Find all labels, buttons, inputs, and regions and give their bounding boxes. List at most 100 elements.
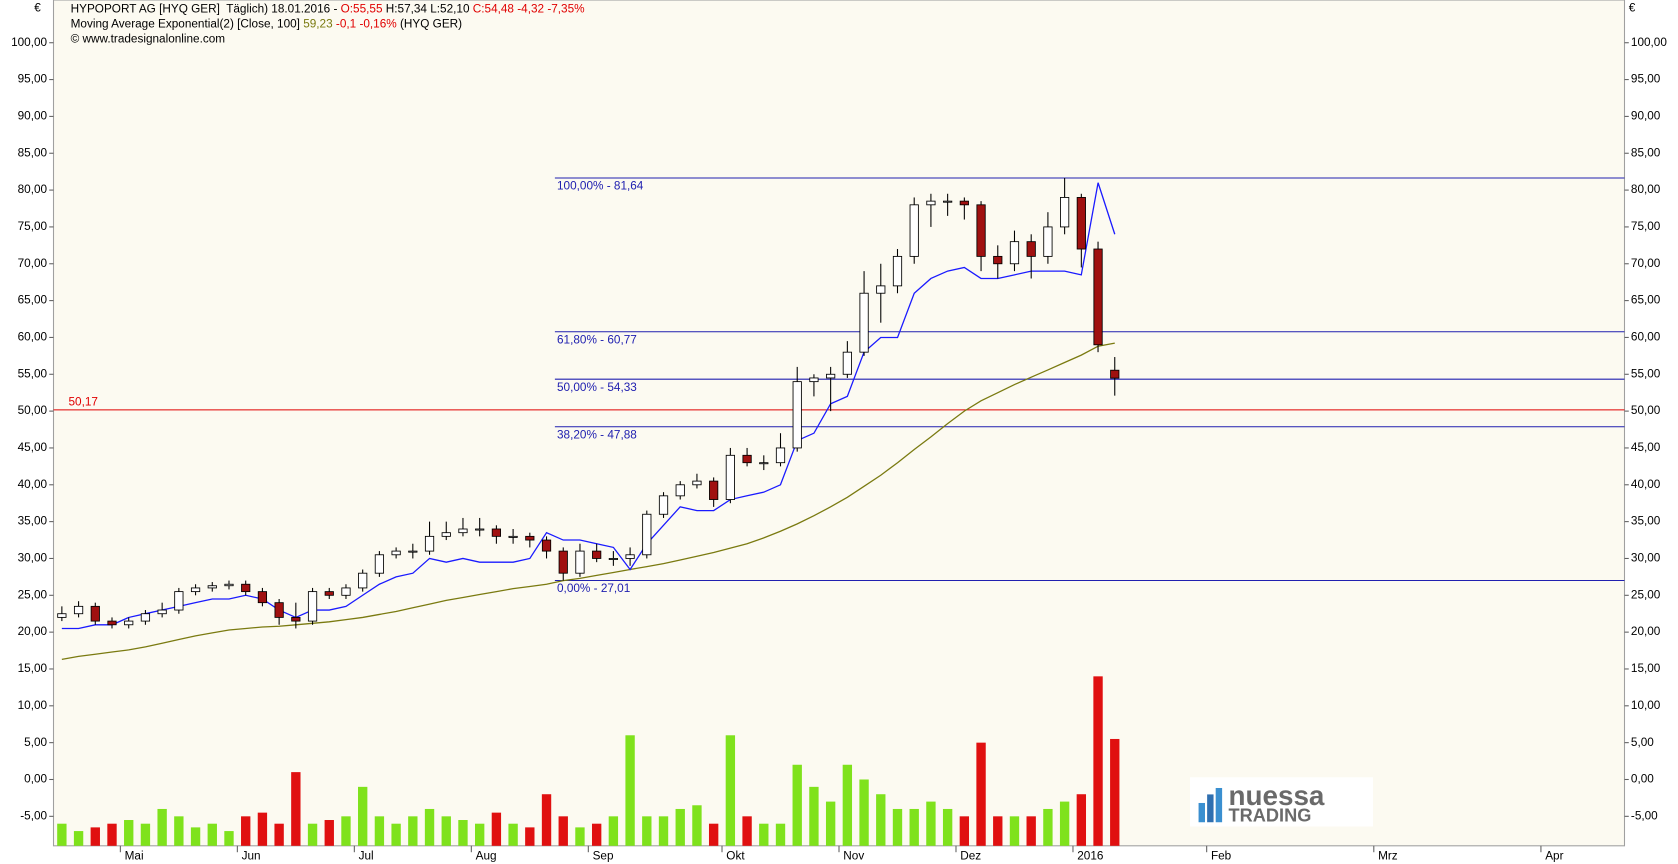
volume-bar bbox=[558, 816, 568, 846]
candle-body bbox=[592, 550, 602, 559]
volume-bar bbox=[892, 808, 903, 846]
volume-bar bbox=[73, 831, 84, 846]
volume-bar bbox=[408, 816, 418, 846]
legend-text: O:55,55 bbox=[341, 3, 383, 16]
candle-body bbox=[257, 591, 268, 604]
candle-body bbox=[291, 616, 301, 622]
volume-bar bbox=[859, 779, 869, 846]
logo-bar bbox=[1215, 787, 1223, 823]
volume-bar bbox=[391, 823, 401, 846]
y-tick-label: 5,00 bbox=[24, 736, 47, 749]
volume-bar bbox=[57, 823, 67, 846]
volume-bar bbox=[926, 801, 936, 846]
y-tick-label: -5,00 bbox=[20, 809, 47, 822]
y-tick-label: 60,00 bbox=[18, 331, 48, 344]
candle-body bbox=[1110, 369, 1120, 379]
x-tick-label: Dez bbox=[960, 850, 981, 863]
y-tick-label-right: 5,00 bbox=[1631, 736, 1654, 749]
currency-right: € bbox=[1629, 2, 1636, 15]
legend: HYPOPORT AG [HYQ GER] Täglich) 18.01.201… bbox=[71, 3, 586, 46]
legend-line: Moving Average Exponential(2) [Close, 10… bbox=[71, 18, 463, 31]
volume-bar bbox=[1009, 816, 1020, 846]
y-tick-label-right: 95,00 bbox=[1631, 73, 1661, 86]
candle-body bbox=[859, 292, 869, 353]
y-tick-label-right: 75,00 bbox=[1631, 220, 1661, 233]
y-tick-label-right: 65,00 bbox=[1631, 294, 1661, 307]
volume-bar bbox=[959, 816, 970, 846]
volume-bar bbox=[157, 808, 167, 846]
volume-bar bbox=[759, 823, 769, 846]
candle-body bbox=[140, 613, 151, 622]
volume-bar bbox=[458, 820, 468, 846]
y-tick-label-right: 15,00 bbox=[1631, 662, 1661, 675]
candle-body bbox=[809, 377, 819, 383]
legend-line: © www.tradesignalonline.com bbox=[71, 33, 226, 46]
fib-label: 0,00% - 27,01 bbox=[557, 582, 630, 595]
y-tick-label-right: 45,00 bbox=[1631, 441, 1661, 454]
y-tick-label-right: 20,00 bbox=[1631, 625, 1661, 638]
volume-bar bbox=[174, 816, 184, 846]
y-tick-label-right: 70,00 bbox=[1631, 257, 1661, 270]
y-tick-label-right: 80,00 bbox=[1631, 183, 1661, 196]
y-tick-label-right: 0,00 bbox=[1631, 773, 1654, 786]
candle-body bbox=[909, 204, 919, 257]
volume-bar bbox=[124, 820, 134, 846]
candle-body bbox=[959, 200, 969, 206]
y-tick-label-right: 55,00 bbox=[1631, 367, 1661, 380]
candle-body bbox=[1026, 241, 1036, 257]
y-tick-label: 100,00 bbox=[11, 36, 47, 49]
volume-bar bbox=[307, 823, 318, 846]
y-tick-label: 0,00 bbox=[24, 773, 47, 786]
candle-body bbox=[1043, 226, 1053, 257]
fib-label: 100,00% - 81,64 bbox=[557, 180, 644, 193]
candle-body bbox=[558, 550, 568, 574]
y-tick-label-right: 50,00 bbox=[1631, 404, 1661, 417]
y-tick-label: 25,00 bbox=[18, 588, 48, 601]
candle-body bbox=[541, 539, 552, 552]
candle-body bbox=[190, 587, 201, 593]
candle-body bbox=[692, 480, 702, 486]
volume-bar bbox=[942, 808, 953, 846]
volume-bar bbox=[241, 816, 251, 846]
volume-bar bbox=[976, 742, 986, 846]
volume-bar bbox=[224, 831, 234, 846]
volume-bar bbox=[742, 816, 752, 846]
volume-bar bbox=[675, 808, 685, 846]
volume-bar bbox=[140, 823, 151, 846]
y-tick-label: 45,00 bbox=[18, 441, 48, 454]
candle-body bbox=[391, 550, 401, 556]
candle-body bbox=[926, 200, 936, 206]
volume-bar bbox=[993, 816, 1003, 846]
volume-bar bbox=[90, 827, 100, 846]
y-tick-label: 95,00 bbox=[18, 73, 48, 86]
candle-body bbox=[241, 583, 251, 593]
x-tick-label: Nov bbox=[843, 850, 864, 863]
volume-bar bbox=[207, 823, 217, 846]
legend-text: H:57,34 L:52,10 bbox=[383, 3, 473, 16]
logo: nuessa TRADING bbox=[1190, 777, 1374, 827]
volume-bar bbox=[190, 827, 201, 846]
logo-bar bbox=[1207, 794, 1214, 823]
volume-bar bbox=[508, 823, 518, 846]
volume-bar bbox=[341, 816, 351, 846]
candle-body bbox=[374, 554, 385, 574]
candle-body bbox=[943, 200, 953, 203]
y-tick-label-right: -5,00 bbox=[1631, 809, 1658, 822]
y-tick-label: 85,00 bbox=[18, 146, 48, 159]
logo-top: nuessa bbox=[1229, 780, 1325, 811]
candle-body bbox=[993, 255, 1003, 265]
candle-body bbox=[892, 255, 903, 287]
candle-body bbox=[458, 528, 468, 534]
candle-body bbox=[341, 587, 351, 596]
candle-body bbox=[73, 605, 84, 615]
volume-bar bbox=[625, 735, 635, 846]
volume-bar bbox=[274, 823, 284, 846]
mark-line-label: 50,17 bbox=[68, 395, 97, 408]
volume-bar bbox=[725, 735, 736, 846]
y-tick-label-right: 60,00 bbox=[1631, 331, 1661, 344]
candle-body bbox=[525, 535, 535, 541]
candle-body bbox=[491, 528, 501, 537]
candle-body bbox=[307, 591, 318, 622]
